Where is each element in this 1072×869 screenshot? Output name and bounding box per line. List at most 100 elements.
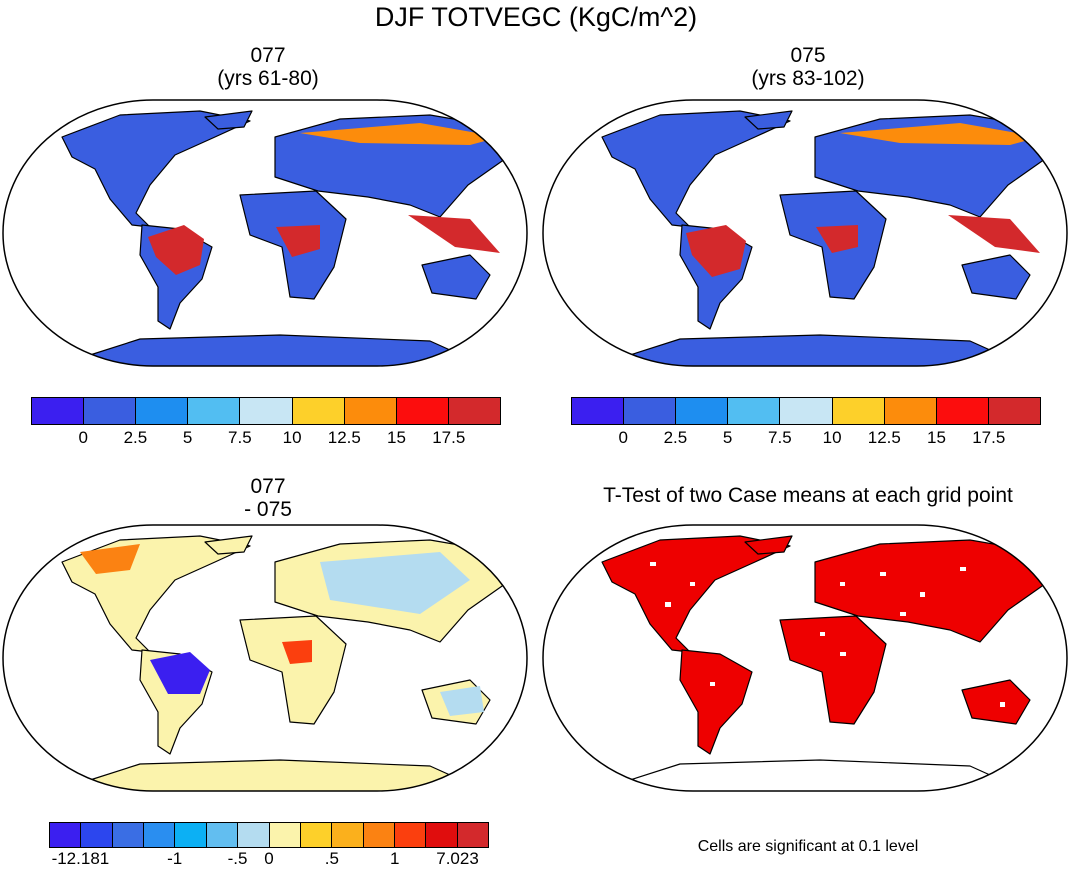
colorbar-tick: 5 xyxy=(722,428,733,447)
africa-region xyxy=(779,615,887,725)
map-ttest xyxy=(542,524,1068,792)
amazon-high-region xyxy=(148,225,204,275)
colorbar-swatch xyxy=(175,823,207,847)
boreal-mid-region xyxy=(840,123,1040,145)
colorbar-swatch xyxy=(780,398,833,424)
colorbar-tick: 5 xyxy=(182,428,193,447)
africa-region xyxy=(239,615,347,725)
greenland-region xyxy=(744,110,793,130)
boreal-mid-region xyxy=(300,123,500,145)
figure-title: DJF TOTVEGC (KgC/m^2) xyxy=(374,2,698,32)
colorbar-swatch xyxy=(884,398,937,424)
colorbar-swatch xyxy=(206,823,239,847)
north-america-region xyxy=(601,535,791,653)
colorbar-tick: 12.5 xyxy=(327,428,361,447)
colorbar-tick: 0 xyxy=(264,849,274,868)
colorbar-tick: 7.5 xyxy=(768,428,792,447)
colorbar-swatch xyxy=(32,398,85,424)
map-difference xyxy=(2,524,528,792)
colorbar-swatch xyxy=(332,823,364,847)
colorbar-swatch xyxy=(81,823,113,847)
colorbar-swatch xyxy=(457,823,489,847)
eurasia-region xyxy=(814,539,1046,643)
colorbar-tick: 17.5 xyxy=(432,428,466,447)
colorbar-tick: 17.5 xyxy=(972,428,1006,447)
colorbar-swatch xyxy=(238,823,270,847)
colorbar-075-labels: 0 2.5 5 7.5 10 12.5 15 17.5 xyxy=(571,428,1041,450)
panel-title-line1: 077 xyxy=(250,475,286,498)
colorbar-difference xyxy=(49,822,489,848)
colorbar-swatch xyxy=(240,398,293,424)
colorbar-swatch xyxy=(728,398,781,424)
colorbar-swatch xyxy=(292,398,345,424)
colorbar-tick: 10 xyxy=(822,428,842,447)
greenland-region xyxy=(744,535,793,555)
congo-high-region xyxy=(276,225,320,257)
australia-region xyxy=(421,254,491,300)
colorbar-swatch xyxy=(832,398,885,424)
colorbar-tick: 2.5 xyxy=(663,428,688,447)
colorbar-tick: .5 xyxy=(324,849,339,868)
greenland-region xyxy=(204,535,253,555)
colorbar-swatch xyxy=(144,823,176,847)
colorbar-swatch xyxy=(936,398,989,424)
antarctica-region xyxy=(89,759,471,791)
australia-negative-region xyxy=(440,686,484,716)
greenland-region xyxy=(204,110,253,130)
colorbar-swatch xyxy=(394,823,427,847)
north-america-region xyxy=(601,110,791,228)
amazon-high-region xyxy=(686,225,746,277)
colorbar-tick: 0 xyxy=(78,428,88,447)
colorbar-tick: 2.5 xyxy=(123,428,148,447)
colorbar-077-labels: 0 2.5 5 7.5 10 12.5 15 17.5 xyxy=(31,428,501,450)
panel-title-line1: 077 xyxy=(250,44,286,67)
colorbar-swatch xyxy=(426,823,458,847)
siberia-negative-region xyxy=(320,552,470,614)
colorbar-tick: 7.023 xyxy=(436,849,479,868)
colorbar-swatch xyxy=(50,823,82,847)
map-075 xyxy=(542,99,1068,367)
colorbar-tick: 12.5 xyxy=(867,428,901,447)
colorbar-swatch xyxy=(448,398,500,424)
colorbar-swatch xyxy=(988,398,1040,424)
north-america-region xyxy=(61,110,251,228)
colorbar-tick: -12.181 xyxy=(51,849,110,868)
colorbar-swatch xyxy=(112,823,145,847)
panel-title-075: 075 (yrs 83-102) xyxy=(708,44,908,90)
panel-title-line2: (yrs 61-80) xyxy=(217,67,319,90)
colorbar-075 xyxy=(571,397,1041,425)
colorbar-tick: 0 xyxy=(618,428,628,447)
south-america-region xyxy=(679,649,753,755)
colorbar-difference-labels: -12.181 -1 -.5 0 .5 1 7.023 xyxy=(49,849,489,869)
panel-title-ttest: T-Test of two Case means at each grid po… xyxy=(603,484,1013,507)
indonesia-high-region xyxy=(948,215,1040,253)
colorbar-swatch xyxy=(84,398,137,424)
panel-title-line1: 075 xyxy=(790,44,826,67)
panel-title-difference: 077 - 075 xyxy=(168,475,368,521)
colorbar-tick: 15 xyxy=(927,428,946,447)
colorbar-swatch xyxy=(363,823,395,847)
antarctica-region xyxy=(89,334,471,366)
australia-region xyxy=(961,679,1031,725)
colorbar-tick: 7.5 xyxy=(228,428,252,447)
antarctica-region xyxy=(629,759,1011,791)
australia-region xyxy=(961,254,1031,300)
colorbar-swatch xyxy=(269,823,301,847)
panel-title-line2: - 075 xyxy=(244,498,292,521)
colorbar-tick: 15 xyxy=(387,428,406,447)
boreal-positive-region xyxy=(80,544,140,574)
colorbar-tick: -1 xyxy=(167,849,183,868)
colorbar-swatch xyxy=(396,398,449,424)
colorbar-swatch xyxy=(344,398,397,424)
colorbar-swatch xyxy=(136,398,189,424)
colorbar-swatch xyxy=(624,398,677,424)
colorbar-077 xyxy=(31,397,501,425)
colorbar-swatch xyxy=(188,398,241,424)
colorbar-tick: -.5 xyxy=(227,849,248,868)
congo-high-region xyxy=(816,225,858,253)
colorbar-tick: 1 xyxy=(389,849,400,868)
amazon-negative-region xyxy=(150,652,210,694)
congo-positive-region xyxy=(282,640,312,664)
panel-title-line2: (yrs 83-102) xyxy=(751,67,865,90)
significance-note: Cells are significant at 0.1 level xyxy=(697,838,919,855)
